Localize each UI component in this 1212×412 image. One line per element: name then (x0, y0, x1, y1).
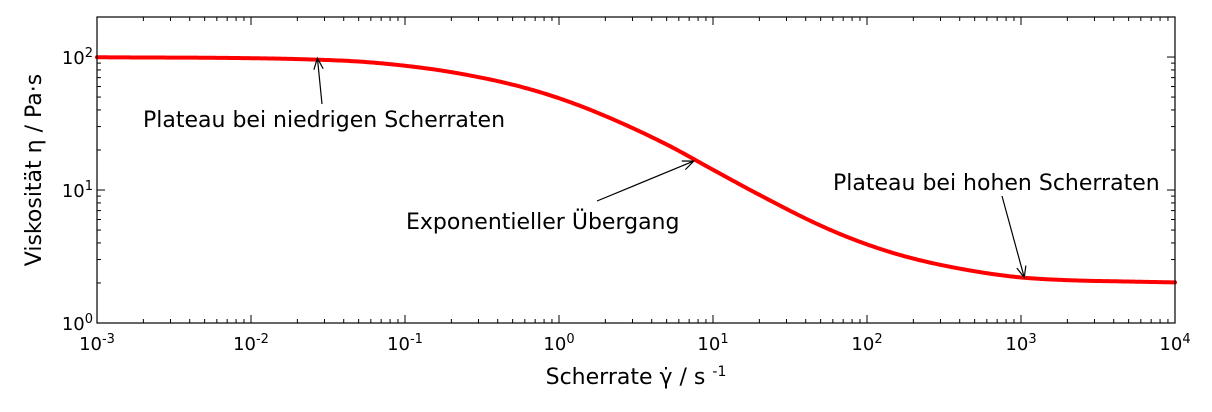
tick-labels: 10-3 10-2 10-1 100 101 102 103 104 100 101 102 (62, 46, 1191, 355)
annotation-arrow-shaft (1001, 195, 1025, 278)
y-tick-label: 100 (62, 312, 93, 336)
annotation-label: Plateau bei niedrigen Scherraten (143, 108, 505, 133)
annotation-label: Plateau bei hohen Scherraten (833, 171, 1160, 196)
x-axis-label-main: Scherrate γ̇ / s (546, 365, 706, 390)
annotation-arrow-shaft (596, 160, 694, 202)
plot-area (97, 17, 1175, 323)
x-tick-label: 102 (851, 332, 882, 356)
x-tick-label: 100 (543, 332, 574, 356)
y-axis-label-text: Viskosität η / Pa·s (22, 74, 47, 266)
viscosity-curve (95, 55, 1177, 285)
annotation-arrow-head (1016, 265, 1027, 279)
annotation-label: Exponentieller Übergang (406, 209, 679, 235)
x-tick-label: 10-3 (79, 332, 115, 356)
annotation-arrow-head (313, 56, 324, 70)
x-axis-label-exponent: -1 (712, 364, 726, 380)
x-tick-label: 103 (1005, 332, 1036, 356)
axis-ticks (96, 16, 1176, 324)
y-tick-label: 102 (62, 46, 93, 70)
y-tick-label: 101 (62, 179, 93, 203)
x-tick-label: 10-2 (233, 332, 269, 356)
x-tick-label: 10-1 (387, 332, 423, 356)
x-axis-label: Scherrate γ̇ / s -1 (546, 364, 727, 390)
x-tick-label: 104 (1159, 332, 1190, 356)
annotation-arrow-head (681, 160, 696, 171)
annotations: Plateau bei niedrigen Scherraten Exponent… (143, 56, 1160, 279)
x-tick-label: 101 (697, 332, 728, 356)
annotation-arrow-shaft (316, 58, 323, 105)
y-axis-label: Viskosität η / Pa·s (22, 74, 47, 266)
plot-frame (96, 16, 1176, 324)
